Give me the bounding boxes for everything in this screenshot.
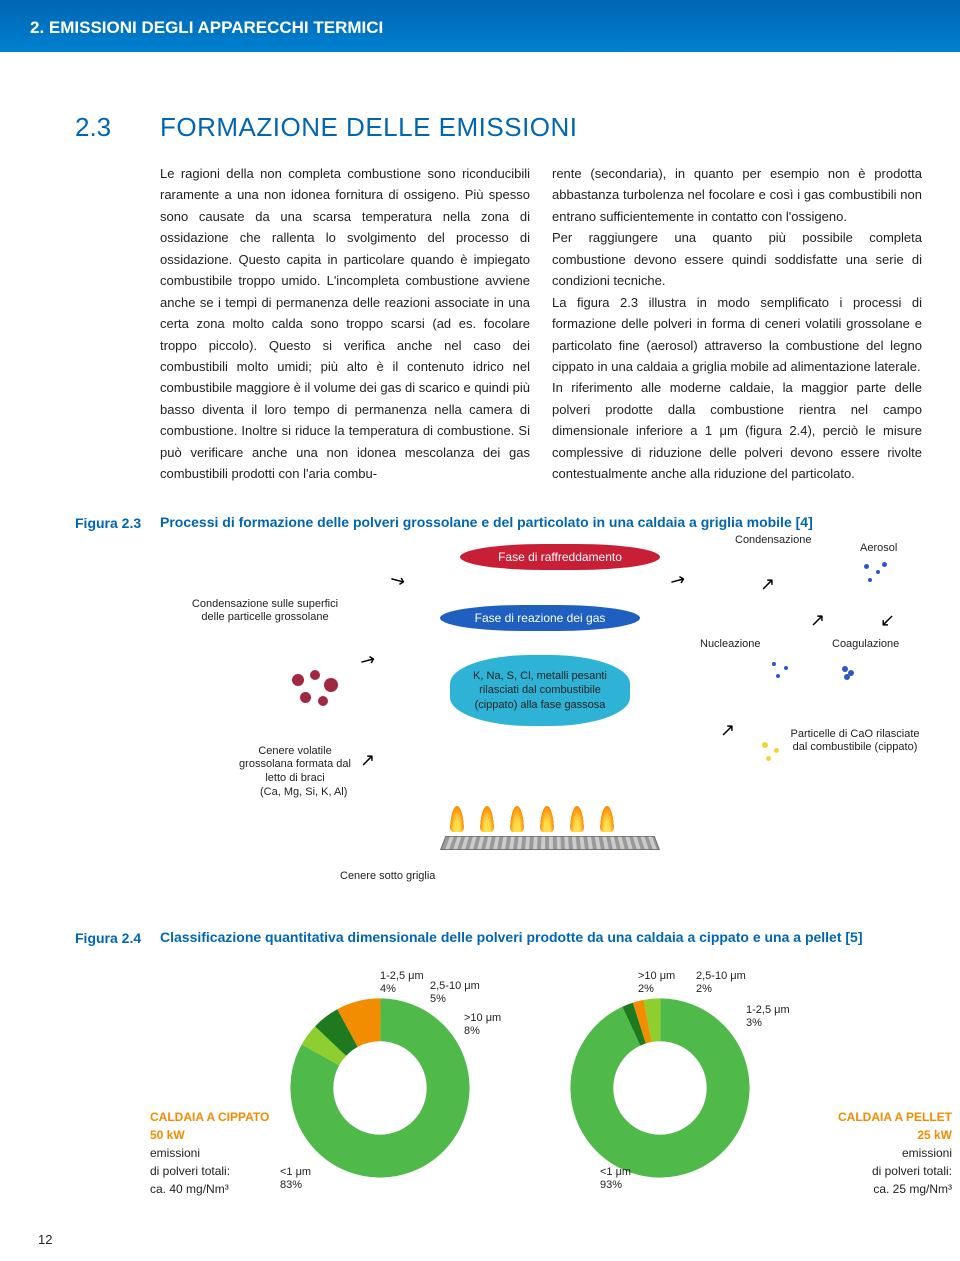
cond-surf-label: Condensazione sulle superfici delle part…: [190, 598, 340, 624]
nucleation-label: Nucleazione: [700, 638, 761, 651]
body-column-1: Le ragioni della non completa combustion…: [160, 163, 530, 485]
gas-bubble: Fase di reazione dei gas: [440, 605, 640, 631]
chip-heading: CALDAIA A CIPPATO: [150, 1108, 270, 1126]
cao-label: Particelle di CaO rilasciate dal combust…: [785, 728, 925, 754]
chip-em: emissioni: [150, 1144, 270, 1162]
body-column-2: rente (secondaria), in quanto per esempi…: [552, 163, 922, 485]
pellet-tot: di polveri totali:: [822, 1162, 952, 1180]
pellet-heading: CALDAIA A PELLET: [822, 1108, 952, 1126]
cooling-bubble: Fase di raffreddamento: [460, 544, 660, 570]
figure3-title: Processi di formazione delle polveri gro…: [160, 513, 922, 533]
figure4-donuts: CALDAIA A CIPPATO 50 kW emissioni di pol…: [160, 978, 922, 1198]
figure3-diagram: Fase di raffreddamento Condensazione Aer…: [160, 540, 922, 900]
aerosol-label: Aerosol: [860, 542, 897, 555]
cloud-bubble: K, Na, S, Cl, metalli pesanti rilasciati…: [450, 655, 630, 726]
figure4-label: Figura 2.4: [75, 928, 160, 948]
pellet-power: 25 kW: [822, 1126, 952, 1144]
condensation-label: Condensazione: [735, 534, 811, 547]
combustor-graphic: [440, 800, 660, 850]
figure3-label: Figura 2.3: [75, 513, 160, 533]
chip-tot: di polveri totali:: [150, 1162, 270, 1180]
coagulation-label: Coagulazione: [832, 638, 899, 651]
pellet-em: emissioni: [822, 1144, 952, 1162]
elements-label: (Ca, Mg, Si, K, Al): [260, 786, 347, 799]
page-number: 12: [38, 1232, 52, 1247]
chip-donut: 1-2,5 μm4% 2,5-10 μm5% >10 μm8% <1 μm83%: [290, 998, 470, 1178]
cenere-vol-label: Cenere volatile grossolana formata dal l…: [230, 745, 360, 785]
chip-power: 50 kW: [150, 1126, 270, 1144]
pellet-val: ca. 25 mg/Nm³: [822, 1180, 952, 1198]
figure4-title: Classificazione quantitativa dimensional…: [160, 928, 922, 948]
section-number: 2.3: [75, 112, 160, 143]
page-header: 2. EMISSIONI DEGLI APPARECCHI TERMICI: [0, 0, 960, 52]
chip-val: ca. 40 mg/Nm³: [150, 1180, 270, 1198]
pellet-donut: >10 μm2% 2,5-10 μm2% 1-2,5 μm3% <1 μm93%: [570, 998, 750, 1178]
section-title: FORMAZIONE DELLE EMISSIONI: [160, 112, 578, 143]
cenere-sotto-label: Cenere sotto griglia: [340, 870, 435, 883]
